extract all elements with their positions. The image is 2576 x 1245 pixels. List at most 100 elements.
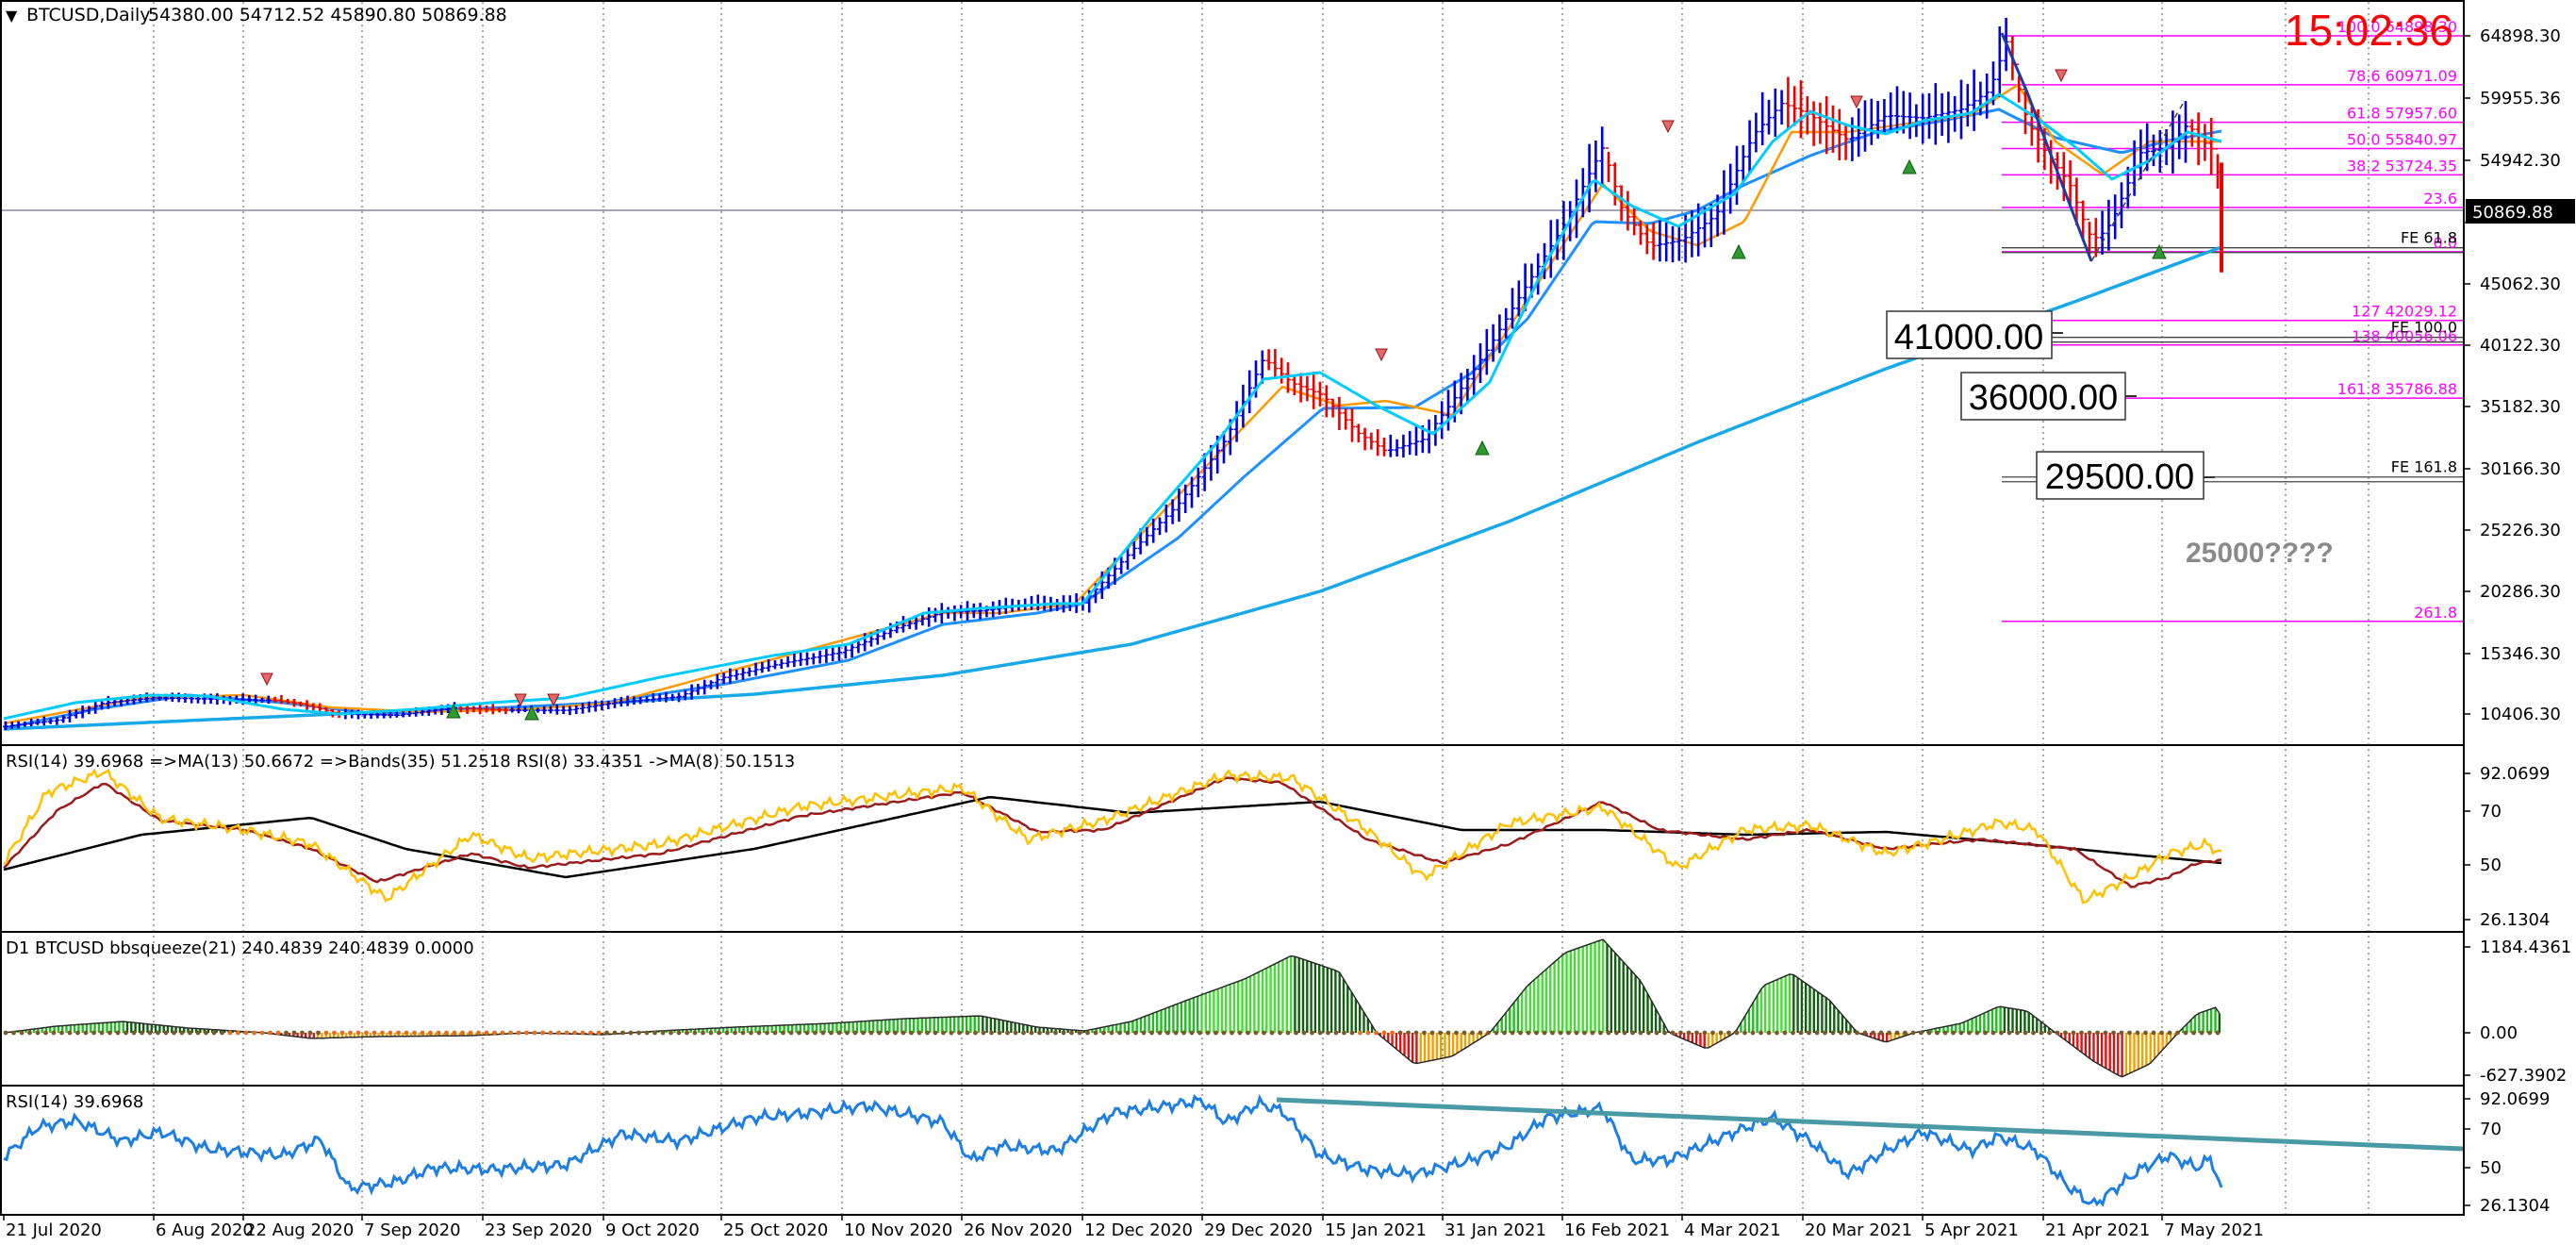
squeeze-dot	[845, 1030, 850, 1036]
fib-level-label: 38.2 53724.35	[2347, 157, 2457, 174]
buy-arrow-icon	[524, 705, 539, 721]
squeeze-dot	[332, 1030, 337, 1036]
squeeze-dot	[275, 1030, 281, 1036]
fib-level-label: 78.6 60971.09	[2347, 67, 2457, 85]
squeeze-dot	[2175, 1030, 2180, 1036]
squeeze-dot	[35, 1030, 41, 1036]
squeeze-dot	[1646, 1030, 1651, 1036]
squeeze-dot	[1702, 1030, 1708, 1036]
chart-frame	[0, 0, 2465, 1216]
squeeze-dot	[339, 1030, 345, 1036]
clock-text: 15:02:36	[2285, 6, 2453, 55]
ma-fast-line	[3, 92, 2222, 721]
date-tick-label: 25 Oct 2020	[723, 1220, 828, 1240]
rsi-bands-line	[3, 795, 2222, 879]
squeeze-dot	[1413, 1030, 1419, 1036]
rsi-bands-tick: 50	[2480, 855, 2502, 875]
menu-toggle-icon[interactable]: ▼	[6, 7, 18, 25]
rsi-tick: 70	[2480, 1120, 2502, 1139]
squeeze-dot	[444, 1030, 449, 1036]
squeeze-dot	[692, 1030, 698, 1036]
squeeze-dot	[1775, 1030, 1779, 1036]
squeeze-dot	[252, 1030, 256, 1036]
squeeze-dot	[2191, 1030, 2196, 1036]
sell-arrow-icon	[514, 693, 527, 707]
squeeze-dot	[1085, 1030, 1090, 1036]
squeeze-dot	[508, 1030, 513, 1036]
squeeze-dot	[268, 1030, 272, 1036]
squeeze-dot	[1574, 1030, 1579, 1036]
squeeze-dot	[492, 1030, 497, 1036]
date-tick-label: 21 Apr 2021	[2045, 1220, 2150, 1240]
level-annotation-36000[interactable]: 36000.00	[1960, 372, 2137, 421]
squeeze-dot	[1101, 1030, 1106, 1036]
squeeze-dot	[749, 1030, 753, 1036]
fib-level-label: 61.8 57957.60	[2347, 105, 2457, 123]
squeeze-dot	[348, 1030, 353, 1036]
squeeze-dot	[227, 1030, 233, 1036]
squeeze-dot	[884, 1030, 890, 1036]
rsi-bands-label: RSI(14) 39.6968 =>MA(13) 50.6672 =>Bands…	[6, 752, 795, 772]
fib-level-label: 138 40056.06	[2352, 327, 2457, 345]
squeeze-dot	[1181, 1030, 1186, 1036]
squeeze-dot	[1903, 1030, 1907, 1036]
squeeze-dot	[1871, 1030, 1875, 1036]
squeeze-dot	[2015, 1030, 2020, 1036]
squeeze-dot	[211, 1030, 217, 1036]
squeeze-dot	[1846, 1030, 1852, 1036]
squeeze-dot	[1173, 1030, 1179, 1036]
price-tick-label: 35182.30	[2480, 397, 2561, 417]
squeeze-dot	[2063, 1030, 2068, 1036]
squeeze-dot	[981, 1030, 986, 1036]
squeeze-dot	[1750, 1030, 1756, 1036]
fib-level-label: 50.0 55840.97	[2347, 131, 2457, 149]
squeeze-dot	[19, 1030, 25, 1036]
squeeze-dot	[1029, 1030, 1034, 1036]
level-annotation-41000[interactable]: 41000.00	[1886, 310, 2063, 359]
squeeze-dot	[916, 1030, 922, 1036]
squeeze-dot	[1614, 1030, 1619, 1036]
squeeze-dot	[43, 1030, 48, 1036]
squeeze-dot	[1582, 1030, 1587, 1036]
price-tick-label: 45062.30	[2480, 274, 2561, 294]
current-price-value: 50869.88	[2472, 203, 2553, 223]
squeeze-dot	[1670, 1030, 1676, 1036]
squeeze-dot	[1974, 1030, 1980, 1036]
squeeze-dot	[1734, 1030, 1740, 1036]
squeeze-dot	[147, 1030, 153, 1036]
squeeze-dot	[1935, 1030, 1940, 1036]
squeeze-dot	[532, 1030, 537, 1036]
squeeze-dot	[1294, 1030, 1298, 1036]
date-tick-label: 20 Mar 2021	[1805, 1220, 1912, 1240]
buy-arrow-icon	[1475, 440, 1490, 456]
level-annotation-29500[interactable]: 29500.00	[2036, 451, 2215, 500]
rsi-trendline[interactable]	[1276, 1097, 2463, 1152]
squeeze-dot	[1013, 1030, 1018, 1036]
squeeze-dot	[1814, 1030, 1820, 1036]
squeeze-dot	[1317, 1030, 1323, 1036]
squeeze-dot	[676, 1030, 682, 1036]
squeeze-dot	[1518, 1030, 1523, 1036]
squeeze-dot	[124, 1030, 128, 1036]
squeeze-outline	[5, 938, 2221, 1078]
squeeze-dot	[284, 1030, 289, 1036]
rsi-line	[3, 1093, 2223, 1207]
squeeze-dot	[1061, 1030, 1066, 1036]
squeeze-dot	[1855, 1030, 1859, 1036]
squeeze-dot	[652, 1030, 657, 1036]
squeeze-dot	[765, 1030, 769, 1036]
squeeze-dot	[1310, 1030, 1314, 1036]
squeeze-dot	[179, 1030, 185, 1036]
squeeze-dot	[900, 1030, 906, 1036]
squeeze-dot	[1278, 1030, 1282, 1036]
squeeze-dot	[1189, 1030, 1195, 1036]
squeeze-dot	[131, 1030, 137, 1036]
squeeze-dot	[1253, 1030, 1259, 1036]
squeeze-dot	[3, 1030, 8, 1036]
squeeze-dot	[1093, 1030, 1098, 1036]
squeeze-dot	[1165, 1030, 1170, 1036]
level-41000-text: 41000.00	[1894, 318, 2044, 357]
squeeze-dot	[1005, 1030, 1010, 1036]
squeeze-dot	[1109, 1030, 1115, 1036]
